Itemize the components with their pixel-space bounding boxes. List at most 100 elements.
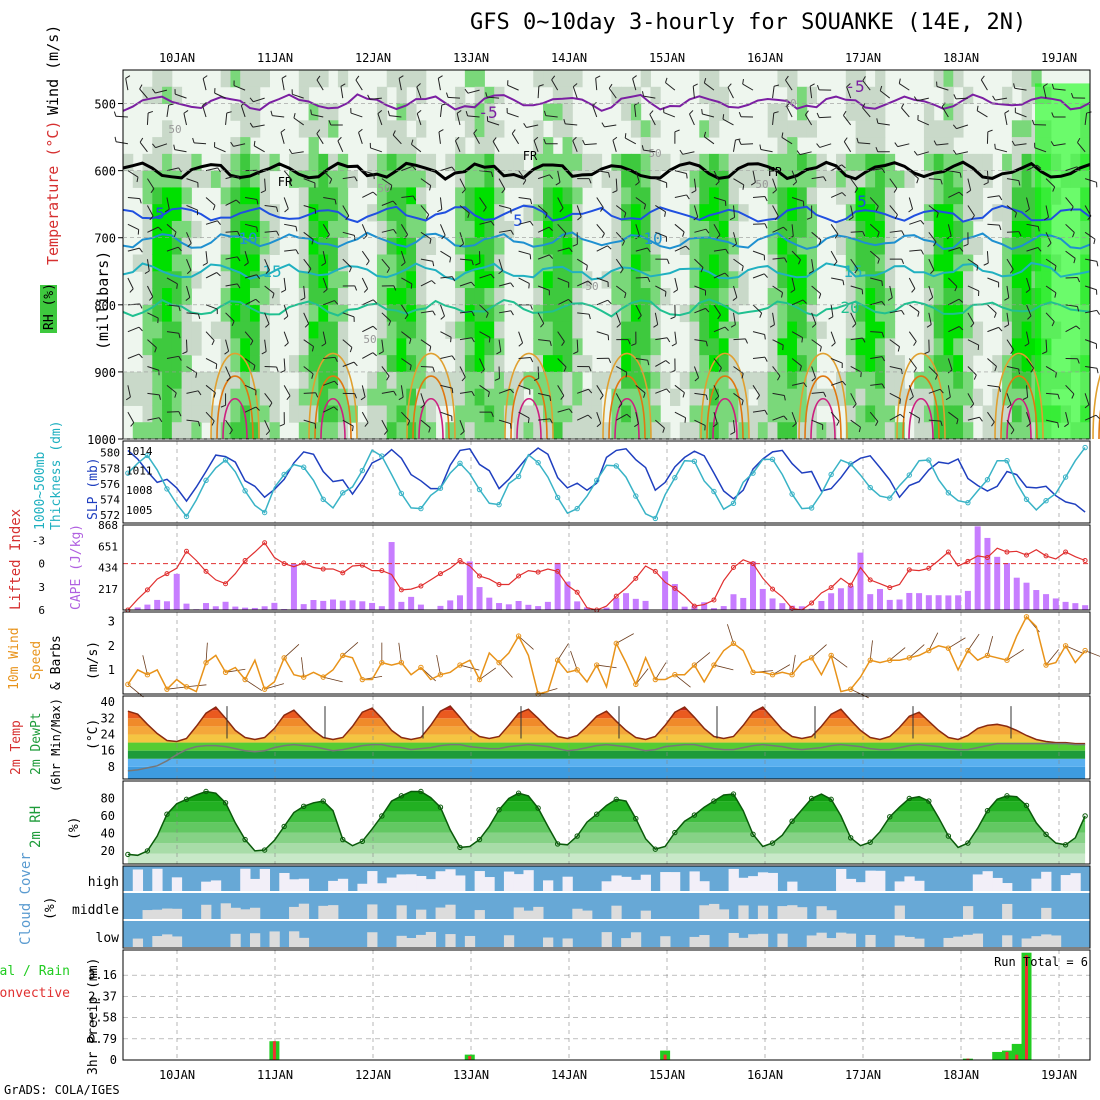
wind-barb-flag (544, 213, 548, 219)
wind-barb (986, 170, 989, 183)
rh-cell (787, 237, 798, 255)
rh-cell (718, 355, 730, 373)
wind-barb (369, 97, 382, 100)
li-point (437, 571, 443, 577)
wind-barb (420, 419, 431, 429)
wind-barb-flag (841, 192, 847, 197)
rh-cell (621, 321, 632, 339)
wind-barb-flag (323, 288, 328, 293)
rh-cell (630, 321, 642, 339)
wind-barb (440, 355, 453, 359)
cloud-units-label: (%) (43, 897, 58, 920)
rh-cell (963, 355, 974, 373)
wind-barb (632, 78, 637, 91)
wind-barb (323, 196, 336, 200)
rh-cell (152, 355, 163, 373)
rh-cell (230, 338, 241, 356)
wind-speed-point (906, 655, 912, 661)
rh-cell (787, 254, 798, 272)
wind-barb-flag (1093, 238, 1096, 245)
wind-barb (1006, 178, 1019, 182)
wind-barb-flag (881, 301, 886, 306)
rh-cell (171, 204, 183, 222)
rh-cell (474, 288, 485, 306)
wind-barb (244, 406, 257, 413)
wind-barb-flag (363, 288, 368, 293)
rh-cell (679, 371, 691, 390)
rh-cell (884, 338, 896, 356)
rh-cell (152, 388, 163, 406)
rh-cell (318, 388, 329, 406)
rh-cell (259, 422, 271, 440)
rh-cell (875, 388, 886, 406)
rh-cell (650, 355, 661, 373)
wind-barb (752, 331, 765, 335)
wind-barb-flag (573, 351, 579, 355)
rh-cell (230, 187, 241, 205)
wind-barb (473, 133, 480, 145)
wind-barb-flag (315, 392, 319, 398)
wind-barb-flag (897, 346, 900, 352)
wind-barb (986, 251, 989, 264)
wind-barb (355, 79, 363, 91)
slp-point (418, 505, 424, 512)
wind-barb (253, 97, 265, 103)
cloud-gap (406, 874, 417, 892)
rh-cell (474, 103, 485, 121)
cape-bar (300, 604, 307, 610)
wind-barb (303, 339, 314, 347)
precip-label-convective: Convective (0, 986, 70, 1001)
rh-cell (806, 321, 818, 339)
wind-barb-flag (1077, 358, 1080, 364)
wind-barb (830, 224, 839, 235)
rh-cell (220, 254, 231, 272)
rh-cell (386, 254, 397, 272)
rh-cell (689, 371, 700, 390)
cloud-gap (699, 935, 710, 948)
wind-barb-flag (283, 315, 289, 320)
wind-barb (596, 245, 608, 252)
cape-bar (701, 602, 708, 610)
wind-barb (572, 86, 578, 99)
slp-point (672, 475, 678, 481)
wind-barb (175, 93, 187, 99)
rh-cell (435, 371, 446, 390)
wind-barb-flag (901, 258, 905, 264)
rh-cell (923, 355, 935, 373)
cloud-gap (249, 933, 261, 948)
rh-cell (767, 422, 778, 440)
wind-barb (1053, 88, 1066, 91)
rh-cell (689, 304, 700, 323)
rh-cell (435, 388, 446, 406)
wind-speed-point (203, 659, 209, 666)
wind-barb (1026, 164, 1038, 172)
wind-barb (908, 358, 917, 369)
cloud-gap (572, 908, 583, 920)
rh-cell (787, 371, 798, 390)
cloud-gap (396, 905, 407, 920)
rh-cell (484, 355, 495, 373)
cape-bar (1043, 594, 1050, 610)
cape-bar (681, 606, 688, 610)
wind-barb-flag (416, 83, 421, 88)
rh-cell (953, 120, 964, 138)
thickness-tick-label: 578 (100, 462, 120, 475)
wind-barb-flag (440, 315, 445, 320)
wind-barb (1065, 412, 1069, 424)
rh-cell (699, 405, 710, 423)
wind-barb-flag (833, 261, 838, 266)
rh-cell (640, 170, 651, 188)
wind-barb-flag (596, 423, 602, 428)
wind-barb (459, 419, 465, 432)
cape-bar (925, 595, 932, 610)
rh-cell (806, 237, 818, 255)
wind-barb-flag (816, 143, 821, 148)
rh-cell (230, 388, 241, 406)
rh-cell (816, 321, 827, 339)
rh-cell (318, 170, 329, 188)
temp-tick-label: 8 (108, 760, 115, 774)
wind-speed-point (1004, 657, 1010, 663)
wind-barb-flag (173, 231, 177, 238)
wind-barb-flag (178, 167, 182, 173)
cloud-gap (474, 871, 485, 892)
